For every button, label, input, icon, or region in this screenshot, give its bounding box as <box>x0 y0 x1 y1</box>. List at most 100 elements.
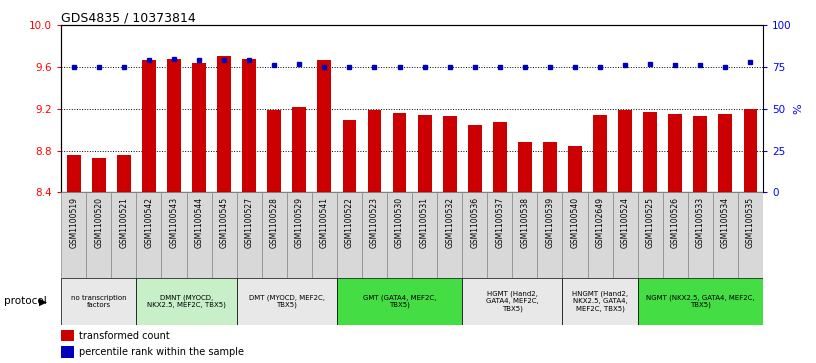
Text: GSM1100529: GSM1100529 <box>295 197 304 248</box>
Text: GSM1100537: GSM1100537 <box>495 197 504 248</box>
Bar <box>142 60 156 192</box>
Text: GSM1100541: GSM1100541 <box>320 197 329 248</box>
Bar <box>312 192 337 278</box>
Bar <box>167 59 181 192</box>
Bar <box>493 122 507 192</box>
Bar <box>468 125 481 192</box>
Bar <box>117 155 131 192</box>
Bar <box>136 278 237 325</box>
Text: GSM1100530: GSM1100530 <box>395 197 404 248</box>
Text: protocol: protocol <box>4 296 47 306</box>
Bar <box>518 142 532 192</box>
Text: ▶: ▶ <box>39 296 47 306</box>
Bar <box>337 278 462 325</box>
Text: GSM1100535: GSM1100535 <box>746 197 755 248</box>
Bar <box>392 113 406 192</box>
Bar <box>713 192 738 278</box>
Bar <box>538 192 562 278</box>
Bar <box>92 158 106 192</box>
Text: GSM1100522: GSM1100522 <box>345 197 354 248</box>
Text: GSM1100531: GSM1100531 <box>420 197 429 248</box>
Bar <box>562 278 637 325</box>
Text: DMT (MYOCD, MEF2C,
TBX5): DMT (MYOCD, MEF2C, TBX5) <box>249 294 325 308</box>
Text: NGMT (NKX2.5, GATA4, MEF2C,
TBX5): NGMT (NKX2.5, GATA4, MEF2C, TBX5) <box>646 294 755 308</box>
Text: GSM1100527: GSM1100527 <box>245 197 254 248</box>
Bar <box>588 192 613 278</box>
Bar <box>286 192 312 278</box>
Bar <box>562 192 588 278</box>
Text: GSM1100533: GSM1100533 <box>696 197 705 248</box>
Bar <box>61 346 73 358</box>
Bar <box>317 60 331 192</box>
Bar <box>111 192 136 278</box>
Bar <box>412 192 437 278</box>
Text: GSM1100542: GSM1100542 <box>144 197 153 248</box>
Bar <box>367 110 381 192</box>
Bar <box>242 59 256 192</box>
Text: GSM1100526: GSM1100526 <box>671 197 680 248</box>
Text: GSM1100532: GSM1100532 <box>446 197 455 248</box>
Bar <box>61 192 86 278</box>
Text: percentile rank within the sample: percentile rank within the sample <box>78 347 244 357</box>
Text: GSM1100540: GSM1100540 <box>570 197 579 248</box>
Text: GDS4835 / 10373814: GDS4835 / 10373814 <box>61 11 196 24</box>
Bar <box>237 192 262 278</box>
Bar <box>343 121 357 192</box>
Text: HGMT (Hand2,
GATA4, MEF2C,
TBX5): HGMT (Hand2, GATA4, MEF2C, TBX5) <box>486 291 539 312</box>
Text: GMT (GATA4, MEF2C,
TBX5): GMT (GATA4, MEF2C, TBX5) <box>363 294 437 308</box>
Bar <box>743 109 757 192</box>
Text: GSM1100521: GSM1100521 <box>119 197 128 248</box>
Text: DMNT (MYOCD,
NKX2.5, MEF2C, TBX5): DMNT (MYOCD, NKX2.5, MEF2C, TBX5) <box>147 294 226 308</box>
Bar <box>61 330 73 341</box>
Bar <box>192 63 206 192</box>
Bar <box>292 107 306 192</box>
Bar <box>443 116 457 192</box>
Text: GSM1100524: GSM1100524 <box>621 197 630 248</box>
Text: GSM1102649: GSM1102649 <box>596 197 605 248</box>
Bar <box>337 192 362 278</box>
Text: GSM1100525: GSM1100525 <box>645 197 654 248</box>
Bar <box>67 155 81 192</box>
Bar <box>568 147 582 192</box>
Bar <box>543 142 557 192</box>
Bar <box>387 192 412 278</box>
Bar <box>512 192 538 278</box>
Bar <box>613 192 637 278</box>
Bar <box>211 192 237 278</box>
Bar <box>217 56 231 192</box>
Bar <box>437 192 462 278</box>
Text: GSM1100520: GSM1100520 <box>95 197 104 248</box>
Bar <box>462 278 562 325</box>
Bar <box>718 114 732 192</box>
Text: no transcription
factors: no transcription factors <box>71 295 126 308</box>
Text: GSM1100536: GSM1100536 <box>470 197 479 248</box>
Bar <box>593 115 607 192</box>
Text: GSM1100539: GSM1100539 <box>545 197 554 248</box>
Text: HNGMT (Hand2,
NKX2.5, GATA4,
MEF2C, TBX5): HNGMT (Hand2, NKX2.5, GATA4, MEF2C, TBX5… <box>572 291 628 312</box>
Bar <box>663 192 688 278</box>
Bar <box>694 116 707 192</box>
Bar <box>637 278 763 325</box>
Text: GSM1100545: GSM1100545 <box>220 197 228 248</box>
Bar <box>637 192 663 278</box>
Bar <box>268 110 282 192</box>
Bar <box>643 112 657 192</box>
Bar <box>619 110 632 192</box>
Bar <box>61 278 136 325</box>
Bar <box>462 192 487 278</box>
Bar <box>487 192 512 278</box>
Text: GSM1100519: GSM1100519 <box>69 197 78 248</box>
Bar <box>262 192 286 278</box>
Text: GSM1100534: GSM1100534 <box>721 197 730 248</box>
Text: transformed count: transformed count <box>78 331 170 341</box>
Bar <box>86 192 111 278</box>
Bar <box>668 114 682 192</box>
Bar <box>738 192 763 278</box>
Bar <box>418 115 432 192</box>
Y-axis label: %: % <box>793 103 803 114</box>
Bar <box>162 192 187 278</box>
Bar <box>187 192 211 278</box>
Bar <box>688 192 713 278</box>
Bar <box>237 278 337 325</box>
Text: GSM1100544: GSM1100544 <box>194 197 203 248</box>
